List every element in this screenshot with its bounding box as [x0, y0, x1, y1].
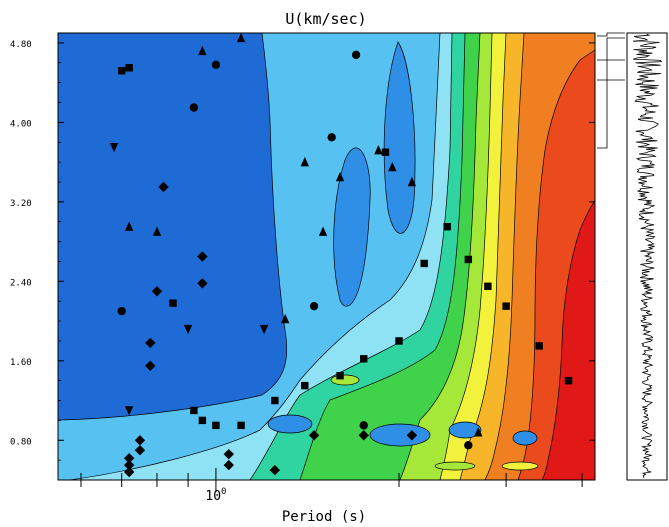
y-tick-label: 1.60 — [10, 358, 32, 368]
marker-triangle-up — [374, 145, 383, 155]
marker-triangle-up — [407, 176, 417, 187]
marker-square — [502, 302, 510, 310]
trace-connectors — [597, 32, 625, 149]
marker-diamond — [158, 181, 169, 193]
y-axis: 0.80 1.60 2.40 3.20 4.00 4.80 — [10, 40, 595, 461]
marker-square — [395, 337, 403, 345]
marker-triangle-up — [124, 221, 134, 231]
y-tick-label: 0.80 — [10, 437, 32, 447]
marker-diamond — [123, 466, 135, 478]
marker-circle — [309, 301, 319, 311]
marker-square — [301, 381, 309, 390]
marker-triangle-up — [335, 171, 345, 182]
marker-circle — [464, 441, 473, 450]
marker-square — [564, 376, 573, 385]
marker-square — [190, 406, 198, 415]
marker-diamond — [145, 337, 156, 349]
marker-triangle-down — [259, 324, 269, 335]
marker-diamond — [223, 459, 235, 471]
x-axis-title: Period (s) — [282, 509, 366, 525]
marker-square — [271, 396, 279, 405]
heatmap-field — [58, 33, 595, 480]
x-tick-label: 100 — [205, 487, 226, 504]
marker-square — [125, 64, 133, 72]
marker-square — [336, 372, 344, 380]
marker-layer — [109, 33, 573, 478]
x-axis: 100 — [80, 468, 583, 504]
marker-diamond — [358, 430, 369, 441]
plot-frame — [57, 32, 596, 481]
marker-triangle-up — [318, 226, 328, 236]
heat-blob-4 — [512, 430, 538, 446]
y-tick-label: 4.00 — [10, 119, 32, 129]
y-tick-label: 4.80 — [10, 40, 32, 50]
heat-blob-7 — [501, 461, 539, 471]
marker-diamond — [269, 464, 281, 476]
heat-oval-2 — [383, 41, 416, 234]
marker-square — [198, 416, 207, 425]
heat-blob-6 — [434, 461, 476, 471]
marker-diamond — [197, 278, 208, 289]
marker-square — [169, 299, 177, 307]
y-tick-label: 2.40 — [10, 278, 32, 288]
marker-diamond — [223, 448, 235, 460]
marker-diamond — [134, 435, 146, 446]
marker-triangle-down — [183, 324, 193, 335]
marker-square — [212, 421, 220, 430]
marker-square — [381, 148, 390, 156]
marker-triangle-up — [236, 33, 246, 43]
marker-square — [464, 255, 473, 264]
marker-diamond — [123, 459, 135, 471]
marker-triangle-up — [152, 226, 162, 236]
marker-diamond — [406, 430, 418, 441]
marker-diamond — [197, 251, 208, 262]
marker-square — [360, 355, 368, 363]
marker-diamond — [308, 430, 320, 441]
marker-diamond — [145, 360, 156, 371]
marker-square — [118, 67, 126, 75]
heat-blob-1 — [267, 414, 313, 434]
marker-square — [237, 421, 245, 430]
marker-circle — [211, 60, 221, 69]
marker-circle — [189, 103, 199, 112]
marker-square — [535, 342, 543, 350]
marker-square — [443, 223, 451, 231]
marker-circle — [117, 306, 126, 316]
marker-diamond — [123, 452, 135, 464]
heat-oval-1 — [333, 147, 371, 307]
marker-triangle-up — [474, 427, 483, 437]
y-tick-label: 3.20 — [10, 199, 32, 209]
marker-circle — [359, 421, 368, 430]
heat-blob-5 — [330, 374, 360, 386]
marker-triangle-up — [281, 313, 290, 324]
marker-triangle-up — [388, 161, 397, 172]
waveform-trace — [633, 33, 663, 479]
marker-square — [420, 259, 428, 268]
marker-triangle-up — [300, 156, 309, 167]
marker-triangle-up — [198, 45, 207, 56]
chart-title: U(km/sec) — [285, 10, 366, 28]
marker-triangle-down — [109, 143, 119, 153]
marker-triangle-down — [124, 406, 134, 416]
marker-diamond — [134, 445, 146, 456]
marker-square — [484, 282, 492, 290]
marker-diamond — [151, 286, 163, 297]
heat-blob-2 — [369, 423, 431, 447]
marker-circle — [351, 50, 361, 60]
heat-blob-3 — [448, 421, 482, 439]
heat-band-red — [541, 199, 595, 480]
marker-circle — [327, 133, 336, 142]
